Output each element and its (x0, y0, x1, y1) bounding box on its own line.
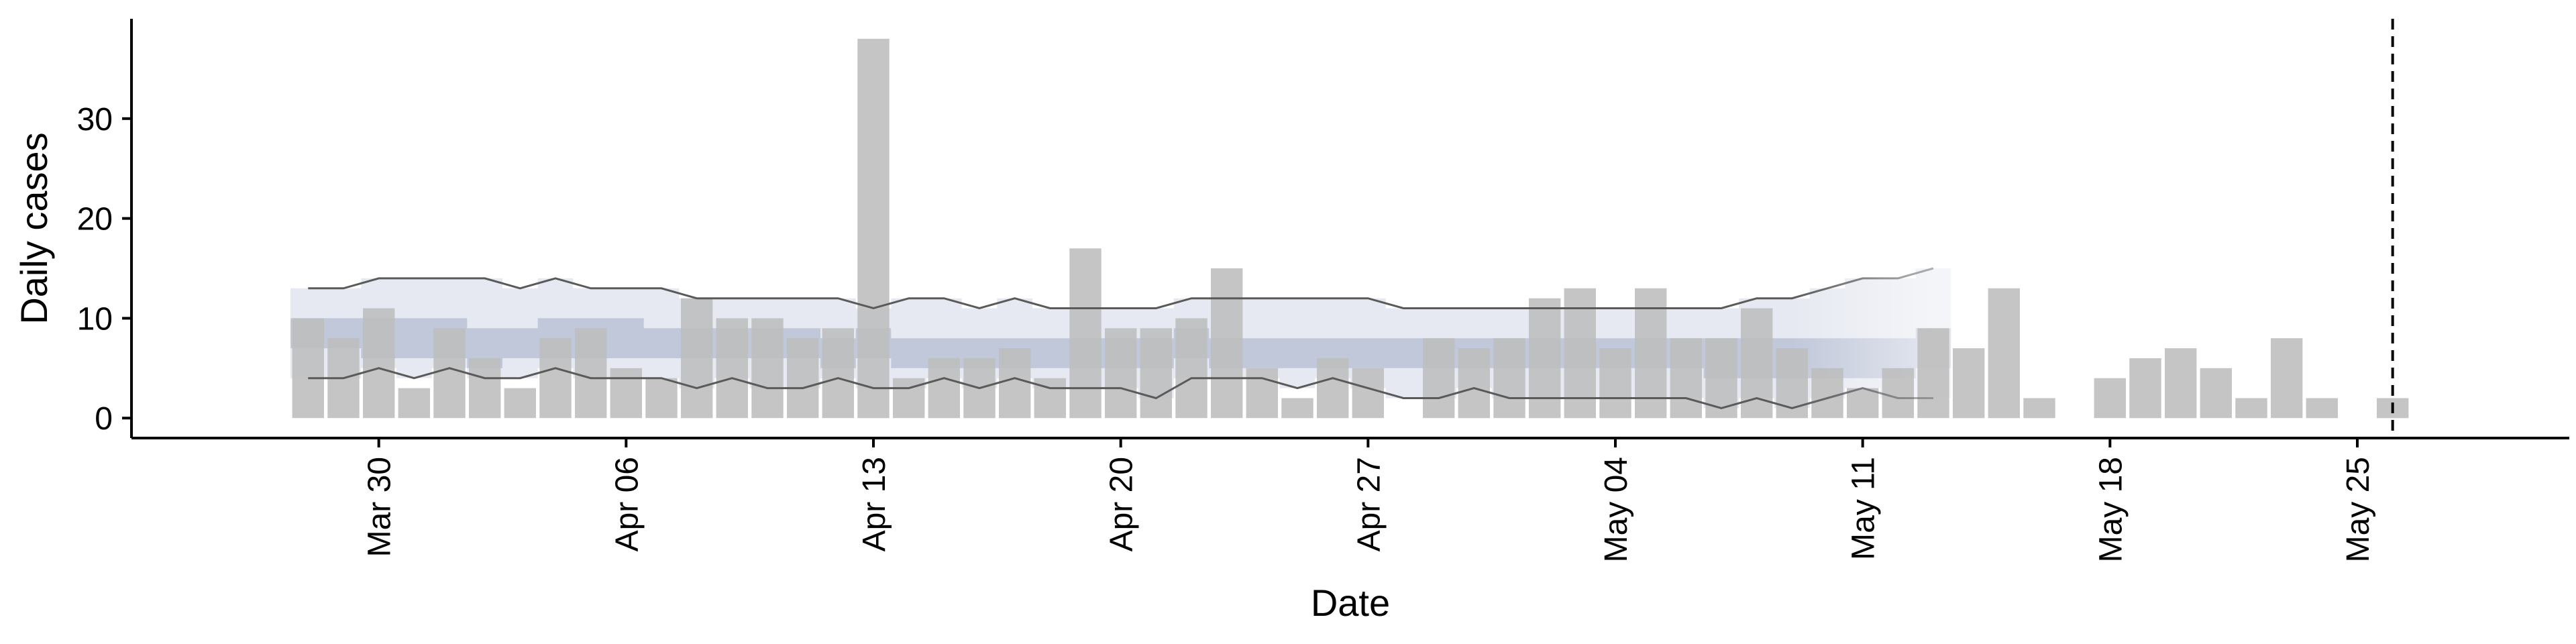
bar (469, 358, 501, 419)
bar (1105, 328, 1137, 419)
y-tick-label: 10 (77, 301, 113, 337)
bar (363, 308, 395, 419)
bar (857, 38, 890, 419)
bar (1635, 288, 1667, 419)
bar (681, 298, 713, 419)
bar (1069, 248, 1102, 419)
x-tick-label: Apr 20 (1104, 457, 1140, 551)
bar (504, 388, 536, 419)
bar (292, 318, 324, 419)
bar (1175, 318, 1208, 419)
bar (1741, 308, 1773, 419)
bar (1705, 338, 1737, 419)
bar (1352, 368, 1384, 419)
estimate-bound-lines (308, 267, 1934, 409)
bar (999, 348, 1031, 419)
bar (1670, 338, 1702, 419)
bar (1317, 358, 1349, 419)
y-tick-label: 20 (77, 202, 113, 237)
bar (433, 328, 466, 419)
bar (1988, 288, 2020, 419)
bar (1776, 348, 1808, 419)
bar (716, 318, 748, 419)
bar (1529, 298, 1561, 419)
bar (2023, 398, 2055, 419)
bar (645, 378, 678, 419)
bar (2271, 338, 2303, 419)
x-tick-label: Apr 27 (1351, 457, 1387, 551)
bar (1564, 288, 1596, 419)
bar (539, 338, 572, 419)
bar (575, 328, 607, 419)
x-tick-label: May 04 (1599, 457, 1634, 562)
x-tick-label: Apr 13 (857, 457, 892, 551)
bar (1246, 368, 1278, 419)
bar (1917, 328, 1949, 419)
x-axis-label: Date (1311, 582, 1390, 624)
bar (1281, 398, 1313, 419)
bar (751, 318, 784, 419)
bar (398, 388, 430, 419)
bar (2129, 358, 2161, 419)
bar (2235, 398, 2267, 419)
y-tick-label: 0 (95, 401, 113, 437)
y-tick-label: 30 (77, 102, 113, 138)
bar (787, 338, 819, 419)
y-axis-label: Daily cases (13, 132, 55, 324)
bar (822, 328, 854, 419)
bar (610, 368, 642, 419)
bar (1953, 348, 1985, 419)
bar (1140, 328, 1172, 419)
bar (1847, 388, 1879, 419)
bar (2306, 398, 2338, 419)
bar (928, 358, 960, 419)
x-tick-label: May 25 (2341, 457, 2376, 562)
bar (2200, 368, 2232, 419)
x-tick-label: May 18 (2093, 457, 2129, 562)
bar (1493, 338, 1525, 419)
tick-labels: 0 10 20 30 Mar 30 Apr 06 Apr 13 Apr 20 Apr 27 May… (77, 102, 2376, 563)
upper-bound-line (308, 267, 1934, 310)
bar (1811, 368, 1843, 419)
x-tick-label: May 11 (1846, 457, 1882, 560)
lower-bound-line (308, 367, 1933, 409)
x-tick-label: Mar 30 (362, 457, 398, 557)
reported-case-bars (292, 38, 2409, 419)
x-tick-label: Apr 06 (609, 457, 645, 551)
bar (1211, 268, 1243, 419)
bar (2094, 378, 2126, 419)
axes (122, 19, 2569, 447)
bar (1882, 368, 1914, 419)
bar (2165, 348, 2197, 419)
bar (1599, 348, 1631, 419)
bar (1423, 338, 1455, 419)
bar (1458, 348, 1490, 419)
